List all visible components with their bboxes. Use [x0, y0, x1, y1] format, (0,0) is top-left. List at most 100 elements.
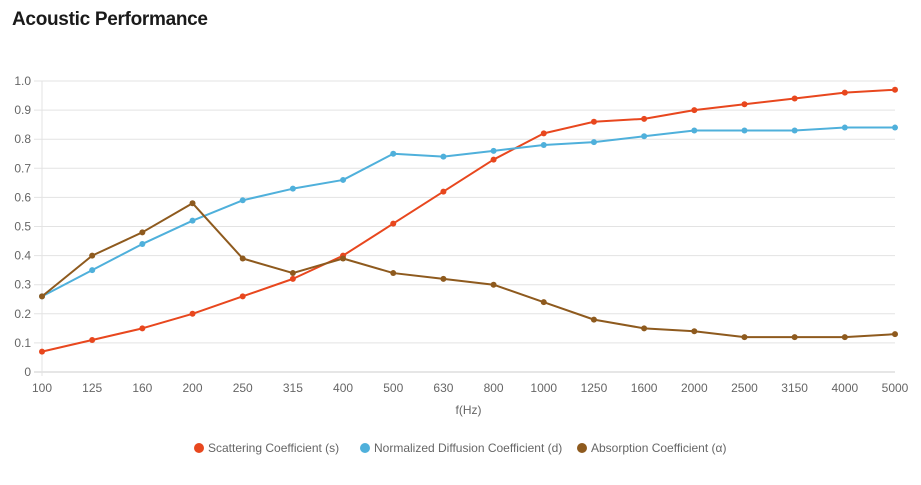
data-point[interactable] — [440, 188, 447, 195]
x-tick-label: 2500 — [731, 381, 758, 395]
data-point[interactable] — [390, 220, 397, 227]
data-point[interactable] — [39, 348, 45, 355]
data-point[interactable] — [641, 115, 648, 122]
data-point[interactable] — [490, 147, 497, 154]
series-0 — [39, 86, 898, 355]
x-tick-label: 400 — [333, 381, 353, 395]
chart-title: Acoustic Performance — [12, 9, 208, 30]
data-point[interactable] — [189, 200, 196, 207]
data-point[interactable] — [791, 334, 798, 341]
data-point[interactable] — [440, 275, 447, 282]
data-point[interactable] — [39, 293, 45, 300]
series-2 — [39, 200, 898, 341]
data-point[interactable] — [390, 270, 397, 277]
x-tick-label: 1250 — [581, 381, 608, 395]
y-tick-label: 1.0 — [14, 74, 31, 88]
data-point[interactable] — [691, 328, 698, 335]
y-axis-ticks: 0 0.1 0.2 0.3 0.4 0.5 0.6 0.7 0.8 0.9 1.0 — [14, 74, 31, 379]
y-tick-label: 0.2 — [14, 307, 31, 321]
y-tick-label: 0.7 — [14, 161, 31, 175]
data-point[interactable] — [791, 127, 798, 134]
data-point[interactable] — [289, 275, 296, 282]
y-tick-label: 0.5 — [14, 220, 31, 234]
y-tick-label: 0.4 — [14, 249, 31, 263]
x-tick-label: 800 — [484, 381, 504, 395]
data-point[interactable] — [490, 156, 497, 163]
x-axis-ticks: 100 125 160 200 250 315 400 500 630 800 1000 1250 16… — [32, 381, 909, 395]
data-point[interactable] — [590, 139, 597, 146]
data-point[interactable] — [841, 89, 848, 96]
x-tick-label: 1000 — [530, 381, 557, 395]
data-point[interactable] — [89, 336, 96, 343]
data-point[interactable] — [892, 124, 898, 131]
y-tick-label: 0.1 — [14, 336, 31, 350]
y-tick-label: 0 — [24, 365, 31, 379]
x-tick-label: 2000 — [681, 381, 708, 395]
y-tick-label: 0.8 — [14, 132, 31, 146]
data-point[interactable] — [741, 127, 748, 134]
data-point[interactable] — [390, 150, 397, 157]
data-point[interactable] — [540, 299, 547, 306]
data-point[interactable] — [590, 316, 597, 323]
data-point[interactable] — [239, 197, 246, 204]
legend-label: Normalized Diffusion Coefficient (d) — [374, 441, 562, 455]
legend-label: Absorption Coefficient (α) — [591, 441, 726, 455]
data-point[interactable] — [490, 281, 497, 288]
series-group — [39, 86, 898, 355]
legend-label: Scattering Coefficient (s) — [208, 441, 339, 455]
data-point[interactable] — [892, 331, 898, 338]
data-point[interactable] — [641, 133, 648, 140]
x-axis-label: f(Hz) — [456, 403, 482, 417]
data-point[interactable] — [189, 217, 196, 224]
y-tick-label: 0.9 — [14, 103, 31, 117]
data-point[interactable] — [892, 86, 898, 93]
data-point[interactable] — [641, 325, 648, 332]
data-point[interactable] — [440, 153, 447, 160]
x-tick-label: 160 — [132, 381, 152, 395]
data-point[interactable] — [540, 142, 547, 149]
data-point[interactable] — [691, 107, 698, 114]
data-point[interactable] — [139, 240, 146, 247]
series-1 — [39, 124, 898, 300]
x-tick-label: 3150 — [781, 381, 808, 395]
data-point[interactable] — [791, 95, 798, 102]
series-line — [41, 126, 895, 298]
x-tick-label: 100 — [32, 381, 52, 395]
legend-item[interactable]: Scattering Coefficient (s) — [194, 441, 339, 455]
x-tick-label: 200 — [183, 381, 203, 395]
legend-item[interactable]: Normalized Diffusion Coefficient (d) — [360, 441, 562, 455]
data-point[interactable] — [590, 118, 597, 125]
data-point[interactable] — [841, 124, 848, 131]
data-point[interactable] — [89, 252, 96, 259]
data-point[interactable] — [340, 255, 347, 262]
x-tick-label: 4000 — [831, 381, 858, 395]
data-point[interactable] — [289, 185, 296, 192]
y-tick-label: 0.6 — [14, 190, 31, 204]
legend-marker — [194, 443, 204, 453]
data-point[interactable] — [139, 229, 146, 236]
data-point[interactable] — [89, 267, 96, 274]
data-point[interactable] — [741, 101, 748, 108]
legend: Scattering Coefficient (s) Normalized Dif… — [194, 441, 726, 455]
gridlines — [34, 80, 895, 373]
data-point[interactable] — [239, 293, 246, 300]
data-point[interactable] — [540, 130, 547, 137]
data-point[interactable] — [239, 255, 246, 262]
x-tick-label: 125 — [82, 381, 102, 395]
data-point[interactable] — [289, 270, 296, 277]
x-tick-label: 1600 — [631, 381, 658, 395]
x-tick-label: 630 — [433, 381, 453, 395]
data-point[interactable] — [841, 334, 848, 341]
data-point[interactable] — [340, 176, 347, 183]
y-tick-label: 0.3 — [14, 278, 31, 292]
legend-item[interactable]: Absorption Coefficient (α) — [577, 441, 726, 455]
legend-marker — [360, 443, 370, 453]
data-point[interactable] — [741, 334, 748, 341]
data-point[interactable] — [189, 310, 196, 317]
series-line — [41, 202, 896, 339]
data-point[interactable] — [691, 127, 698, 134]
x-tick-label: 315 — [283, 381, 303, 395]
data-point[interactable] — [139, 325, 146, 332]
x-tick-label: 5000 — [882, 381, 909, 395]
